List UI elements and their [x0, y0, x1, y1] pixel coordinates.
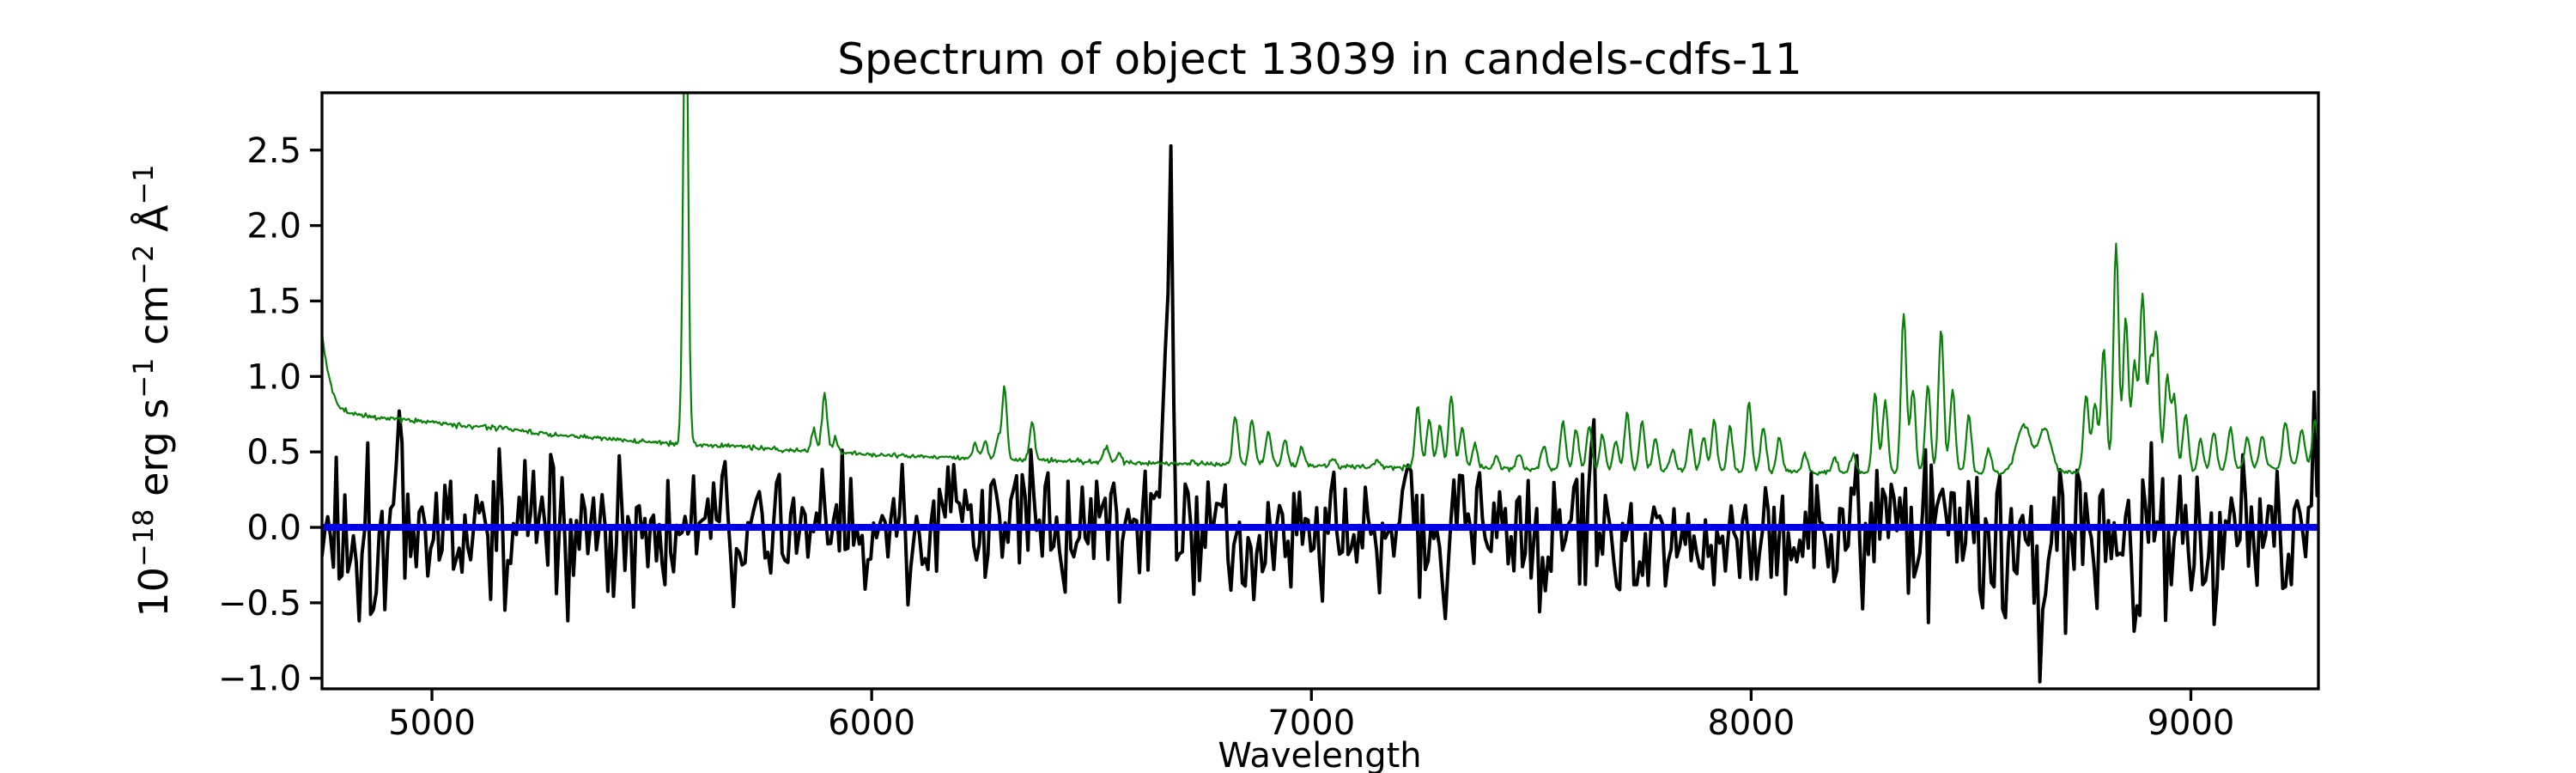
y-tick-label: 0.0	[246, 508, 301, 548]
chart-title: Spectrum of object 13039 in candels-cdfs…	[837, 34, 1802, 84]
plot-area	[322, 93, 2318, 689]
sky-series-line	[322, 93, 2318, 476]
x-tick-label: 6000	[828, 703, 915, 743]
y-axis-label: 10−18 erg s−1 cm−2 Å−1	[127, 164, 177, 617]
x-axis-ticks: 5000 6000 7000 8000 9000	[388, 689, 2234, 743]
x-axis-label: Wavelength	[1218, 736, 1421, 773]
y-tick-label: −1.0	[218, 660, 301, 699]
y-axis-ticks: 2.5 2.0 1.5 1.0 0.5 0.0 −0.5 −1.0	[218, 131, 322, 699]
axes-spines	[320, 91, 2320, 691]
y-tick-label: 0.5	[246, 433, 301, 472]
x-tick-label: 8000	[1707, 703, 1795, 743]
series-group	[322, 93, 2318, 684]
y-tick-label: 2.0	[246, 207, 301, 247]
x-tick-label: 7000	[1267, 703, 1355, 743]
x-tick-label: 9000	[2148, 703, 2235, 743]
y-tick-label: 1.5	[246, 282, 301, 321]
y-tick-label: 1.0	[246, 357, 301, 397]
y-tick-label: 2.5	[246, 131, 301, 171]
y-tick-label: −0.5	[218, 584, 301, 624]
x-tick-label: 5000	[388, 703, 476, 743]
